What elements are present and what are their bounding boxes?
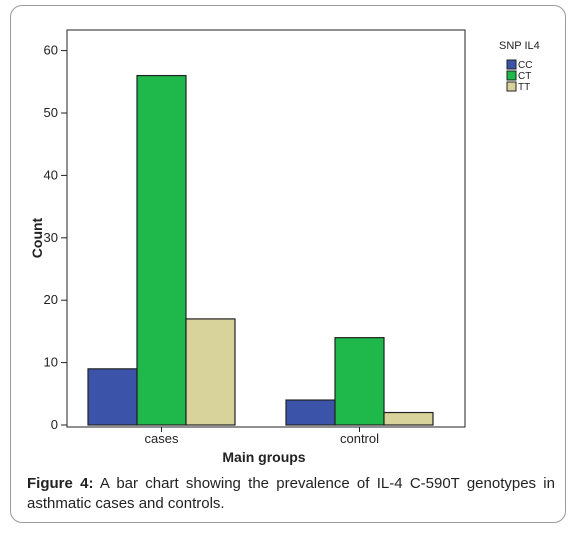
bar-control-ct bbox=[334, 337, 385, 426]
bar-control-tt bbox=[383, 411, 434, 426]
figure-caption: Figure 4: A bar chart showing the preval… bbox=[27, 474, 555, 514]
y-tick-label: 30 bbox=[44, 230, 58, 245]
legend-swatch-tt bbox=[506, 81, 517, 92]
legend-swatch-cc bbox=[506, 59, 517, 70]
bar-chart: 0 10 20 30 40 50 60 cases control Main groups C… bbox=[29, 29, 540, 465]
x-axis: cases control bbox=[145, 427, 379, 446]
y-tick-label: 60 bbox=[44, 43, 58, 58]
y-tick-label: 0 bbox=[51, 417, 58, 432]
x-tick-label-cases: cases bbox=[145, 431, 179, 446]
x-tick-label-control: control bbox=[340, 431, 379, 446]
bar-cases-tt bbox=[185, 318, 236, 426]
plot-area bbox=[66, 29, 466, 428]
legend-label-ct: CT bbox=[518, 71, 531, 82]
y-tick-label: 50 bbox=[44, 105, 58, 120]
bars bbox=[87, 74, 434, 426]
legend-swatch-ct bbox=[506, 70, 517, 81]
legend-label-cc: CC bbox=[518, 60, 532, 71]
bar-control-cc bbox=[285, 399, 336, 426]
caption-text: A bar chart showing the prevalence of IL… bbox=[27, 475, 555, 512]
legend-title: SNP IL4 bbox=[499, 40, 540, 52]
bar-cases-ct bbox=[136, 74, 187, 426]
y-tick-label: 20 bbox=[44, 292, 58, 307]
legend-label-tt: TT bbox=[518, 82, 530, 93]
y-axis-title: Count bbox=[29, 217, 45, 258]
caption-label: Figure 4: bbox=[27, 475, 94, 492]
y-axis: 0 10 20 30 40 50 60 bbox=[44, 43, 67, 432]
y-tick-label: 10 bbox=[44, 355, 58, 370]
bar-cases-cc bbox=[87, 368, 138, 426]
x-axis-title: Main groups bbox=[222, 449, 305, 465]
y-tick-label: 40 bbox=[44, 167, 58, 182]
